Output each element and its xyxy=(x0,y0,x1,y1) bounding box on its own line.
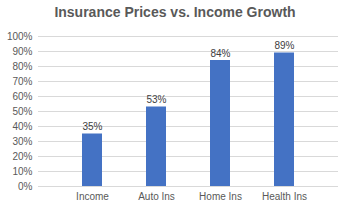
svg-text:60%: 60% xyxy=(12,91,32,102)
svg-text:90%: 90% xyxy=(12,46,32,57)
svg-text:30%: 30% xyxy=(12,136,32,147)
svg-text:Income: Income xyxy=(76,191,109,202)
html-text:Insurance Prices vs. Income Gr: Insurance Prices vs. Income Growth xyxy=(54,4,296,20)
svg-text:20%: 20% xyxy=(12,151,32,162)
svg-text:70%: 70% xyxy=(12,76,32,87)
svg-text:0%: 0% xyxy=(18,181,33,192)
svg-text:50%: 50% xyxy=(12,106,32,117)
svg-text:53%: 53% xyxy=(146,94,166,105)
svg-text:80%: 80% xyxy=(12,61,32,72)
svg-text:Home Ins: Home Ins xyxy=(199,191,242,202)
svg-text:84%: 84% xyxy=(210,48,230,59)
svg-text:100%: 100% xyxy=(7,31,33,42)
svg-text:89%: 89% xyxy=(274,40,294,51)
svg-text:35%: 35% xyxy=(82,121,102,132)
svg-text:Auto Ins: Auto Ins xyxy=(138,191,175,202)
svg-text:40%: 40% xyxy=(12,121,32,132)
svg-text:Health Ins: Health Ins xyxy=(262,191,307,202)
svg-text:10%: 10% xyxy=(12,166,32,177)
